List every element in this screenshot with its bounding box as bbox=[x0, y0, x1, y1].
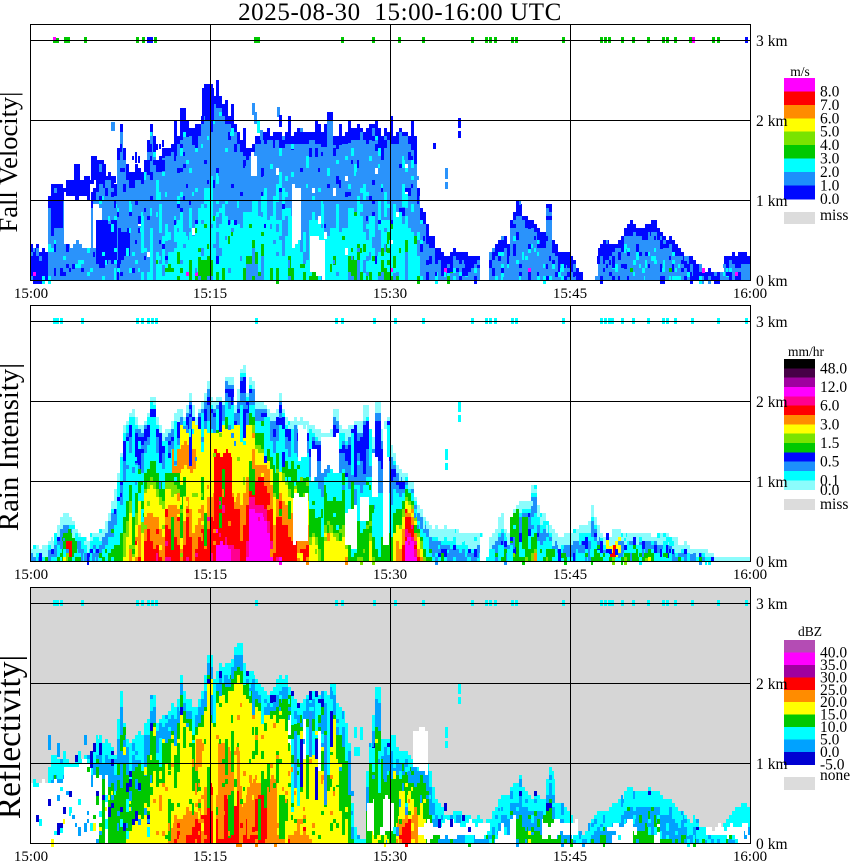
svg-text:5.0: 5.0 bbox=[820, 732, 840, 749]
svg-text:16:00: 16:00 bbox=[733, 567, 767, 583]
svg-text:15:15: 15:15 bbox=[193, 286, 227, 302]
svg-text:8.0: 8.0 bbox=[820, 83, 840, 100]
svg-text:Reflectivity|: Reflectivity| bbox=[0, 655, 28, 819]
svg-text:miss: miss bbox=[820, 207, 848, 224]
svg-text:15:30: 15:30 bbox=[373, 567, 407, 583]
svg-text:15:30: 15:30 bbox=[373, 849, 407, 865]
svg-text:1.0: 1.0 bbox=[820, 177, 840, 194]
svg-text:0km: 0 km bbox=[756, 273, 788, 290]
svg-text:0.1: 0.1 bbox=[820, 472, 839, 489]
svg-text:0.0: 0.0 bbox=[820, 191, 840, 208]
svg-text:15:45: 15:45 bbox=[553, 849, 587, 865]
svg-text:7.0: 7.0 bbox=[820, 97, 840, 114]
svg-text:15:15: 15:15 bbox=[193, 849, 227, 865]
svg-text:3km: 3 km bbox=[756, 596, 788, 613]
svg-text:Rain Intensity|: Rain Intensity| bbox=[0, 363, 25, 531]
svg-text:none: none bbox=[820, 767, 850, 784]
svg-text:16:00: 16:00 bbox=[733, 286, 767, 302]
svg-text:15:00: 15:00 bbox=[14, 849, 48, 865]
svg-text:48.0: 48.0 bbox=[820, 360, 847, 377]
svg-text:-5.0: -5.0 bbox=[820, 756, 845, 773]
svg-text:2km: 2 km bbox=[756, 113, 788, 130]
svg-text:15:45: 15:45 bbox=[553, 567, 587, 583]
svg-text:3km: 3 km bbox=[756, 314, 788, 331]
svg-text:0.5: 0.5 bbox=[820, 454, 840, 471]
svg-text:2km: 2 km bbox=[756, 676, 788, 693]
svg-text:15:15: 15:15 bbox=[193, 567, 227, 583]
svg-text:mm/hr: mm/hr bbox=[788, 344, 825, 359]
svg-text:30.0: 30.0 bbox=[820, 669, 847, 686]
svg-text:3.0: 3.0 bbox=[820, 416, 840, 433]
svg-text:15.0: 15.0 bbox=[820, 707, 847, 724]
svg-text:6.0: 6.0 bbox=[820, 398, 840, 415]
svg-text:Fall Velocity|: Fall Velocity| bbox=[0, 92, 23, 233]
svg-text:10.0: 10.0 bbox=[820, 719, 847, 736]
svg-text:2km: 2 km bbox=[756, 394, 788, 411]
svg-text:1km: 1 km bbox=[756, 474, 788, 491]
svg-text:1.5: 1.5 bbox=[820, 435, 840, 452]
svg-text:15:00: 15:00 bbox=[14, 567, 48, 583]
svg-text:2025-08-30 15:00-16:00 UTC: 2025-08-30 15:00-16:00 UTC bbox=[238, 0, 562, 26]
svg-text:3.0: 3.0 bbox=[820, 151, 840, 168]
svg-text:6.0: 6.0 bbox=[820, 110, 840, 127]
svg-text:35.0: 35.0 bbox=[820, 657, 847, 674]
svg-text:1km: 1 km bbox=[756, 756, 788, 773]
svg-text:15:30: 15:30 bbox=[373, 286, 407, 302]
svg-text:5.0: 5.0 bbox=[820, 124, 840, 141]
svg-text:25.0: 25.0 bbox=[820, 682, 847, 699]
svg-text:1km: 1 km bbox=[756, 193, 788, 210]
svg-text:0.0: 0.0 bbox=[820, 482, 840, 499]
svg-text:0km: 0 km bbox=[756, 836, 788, 853]
svg-text:2.0: 2.0 bbox=[820, 164, 840, 181]
svg-text:40.0: 40.0 bbox=[820, 644, 847, 661]
svg-text:15:00: 15:00 bbox=[14, 286, 48, 302]
svg-text:15:45: 15:45 bbox=[553, 286, 587, 302]
svg-text:m/s: m/s bbox=[790, 64, 810, 79]
svg-text:miss: miss bbox=[820, 496, 848, 513]
svg-text:20.0: 20.0 bbox=[820, 694, 847, 711]
svg-text:3km: 3 km bbox=[756, 33, 788, 50]
svg-text:0km: 0 km bbox=[756, 554, 788, 571]
svg-text:16:00: 16:00 bbox=[733, 849, 767, 865]
svg-text:12.0: 12.0 bbox=[820, 379, 847, 396]
svg-text:0.0: 0.0 bbox=[820, 744, 840, 761]
svg-text:dBZ: dBZ bbox=[798, 624, 822, 639]
svg-text:4.0: 4.0 bbox=[820, 137, 840, 154]
